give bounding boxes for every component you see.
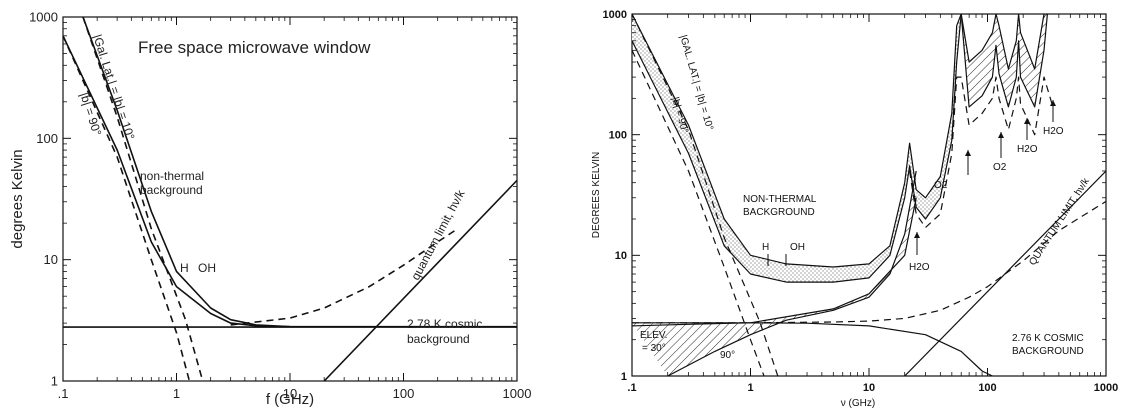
right-x-tick-label: 1 — [747, 382, 753, 394]
right-x-tick-label: 100 — [978, 382, 996, 394]
right-galactic-band-fill — [632, 14, 962, 283]
left-annot-cmb-2: background — [407, 332, 470, 346]
right-x-axis-label: ν (GHz) — [841, 398, 875, 409]
left-series-line-2 — [63, 35, 191, 381]
right-elevation-band-fill — [632, 171, 917, 376]
right-annot-elev-1: ELEV. — [640, 330, 667, 341]
right-line-arrow-head — [998, 132, 1004, 138]
right-series-line-4 — [909, 76, 1053, 229]
right-annot-cmb-1: 2.76 K COSMIC — [1012, 333, 1084, 344]
left-x-tick-label: .1 — [58, 386, 69, 401]
right-series-line-9 — [632, 200, 1106, 324]
left-series-line-1 — [82, 17, 291, 328]
left-y-tick-label: 100 — [36, 131, 58, 146]
left-x-axis-label: f (GHz) — [266, 391, 314, 408]
right-annot-90deg: 90° — [720, 350, 735, 361]
right-annot-quantum-limit: QUANTUM LIMIT, hν/k — [1027, 176, 1092, 268]
right-line-arrow-head — [914, 232, 920, 238]
right-x-tick-label: 10 — [863, 382, 875, 394]
right-annot-nonthermal-2: BACKGROUND — [743, 207, 815, 218]
right-line-arrow-head — [1050, 100, 1056, 106]
right-series-line-7 — [667, 170, 917, 376]
left-annot-oh: OH — [198, 261, 216, 275]
left-y-tick-label: 10 — [44, 252, 58, 267]
left-annot-h: H — [180, 261, 189, 275]
left-x-tick-label: 1 — [173, 386, 180, 401]
right-series-line-11 — [904, 170, 1106, 376]
right-atmosphere-band-fill — [961, 14, 1048, 107]
left-annot-quantum-limit: quantum limit, hν/k — [408, 187, 468, 283]
right-line-arrow-head — [1024, 118, 1030, 124]
left-y-axis-label: degrees Kelvin — [9, 149, 26, 248]
right-annot-nonthermal-1: NON-THERMAL — [743, 194, 817, 205]
right-annot-o2-118: O2 — [993, 162, 1007, 173]
left-annot-nonthermal-2: background — [140, 183, 203, 197]
right-series-line-3 — [960, 14, 1048, 108]
right-series-line-10 — [632, 322, 993, 376]
left-y-tick-label: 1 — [51, 374, 58, 389]
left-series-line-0 — [63, 35, 517, 328]
left-chart-title: Free space microwave window — [138, 38, 371, 57]
left-annot-nonthermal-1: non-thermal — [140, 169, 204, 183]
right-annot-oh: OH — [790, 242, 805, 253]
right-annot-h: H — [762, 242, 769, 253]
right-annot-h2o-325: H2O — [1043, 126, 1064, 137]
right-line-arrow-head — [965, 150, 971, 156]
right-series-line-6 — [632, 14, 779, 376]
left-y-tick-label: 1000 — [29, 10, 58, 25]
right-series-line-8 — [632, 197, 917, 324]
right-annot-elev-2: = 30° — [642, 343, 666, 354]
left-series-line-4 — [230, 228, 459, 326]
left-series-line-6 — [323, 179, 517, 381]
left-x-tick-label: 1000 — [503, 386, 532, 401]
right-y-axis-label: DEGREES KELVIN — [591, 152, 602, 239]
right-y-tick-label: 1000 — [603, 9, 627, 21]
right-annot-cmb-2: BACKGROUND — [1012, 346, 1084, 357]
right-series-line-5 — [632, 50, 765, 376]
right-x-tick-label: .1 — [627, 382, 636, 394]
right-annot-h2o-22: H2O — [909, 262, 930, 273]
right-y-tick-label: 10 — [615, 250, 627, 262]
right-annot-o2-60: O2 — [934, 180, 948, 191]
right-y-tick-label: 1 — [621, 371, 627, 383]
left-series-line-3 — [82, 17, 204, 381]
left-x-tick-label: 100 — [393, 386, 415, 401]
right-series-line-1 — [632, 14, 962, 283]
left-annot-cmb-1: 2.78 K cosmic — [407, 317, 482, 331]
right-series-line-0 — [632, 14, 962, 268]
right-series-line-2 — [960, 14, 1048, 70]
right-y-tick-label: 100 — [609, 130, 627, 142]
left-x-tick-label: 10 — [283, 386, 297, 401]
right-annot-h2o-183: H2O — [1017, 144, 1038, 155]
right-x-tick-label: 1000 — [1094, 382, 1118, 394]
